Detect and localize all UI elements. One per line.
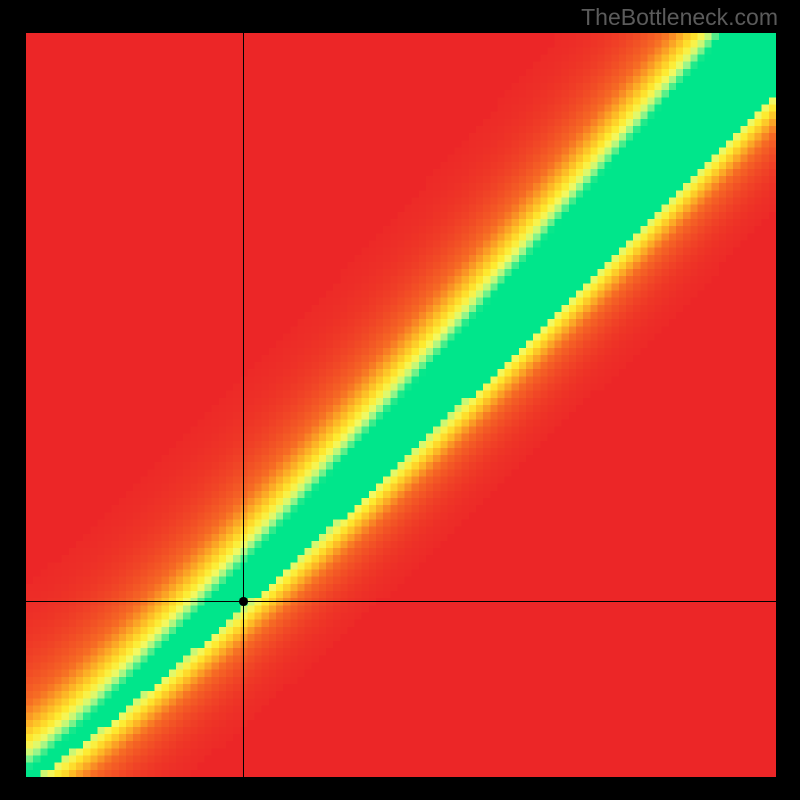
crosshair-overlay bbox=[26, 33, 776, 777]
watermark-text: TheBottleneck.com bbox=[581, 4, 778, 31]
chart-container: { "watermark": { "text": "TheBottleneck.… bbox=[0, 0, 800, 800]
